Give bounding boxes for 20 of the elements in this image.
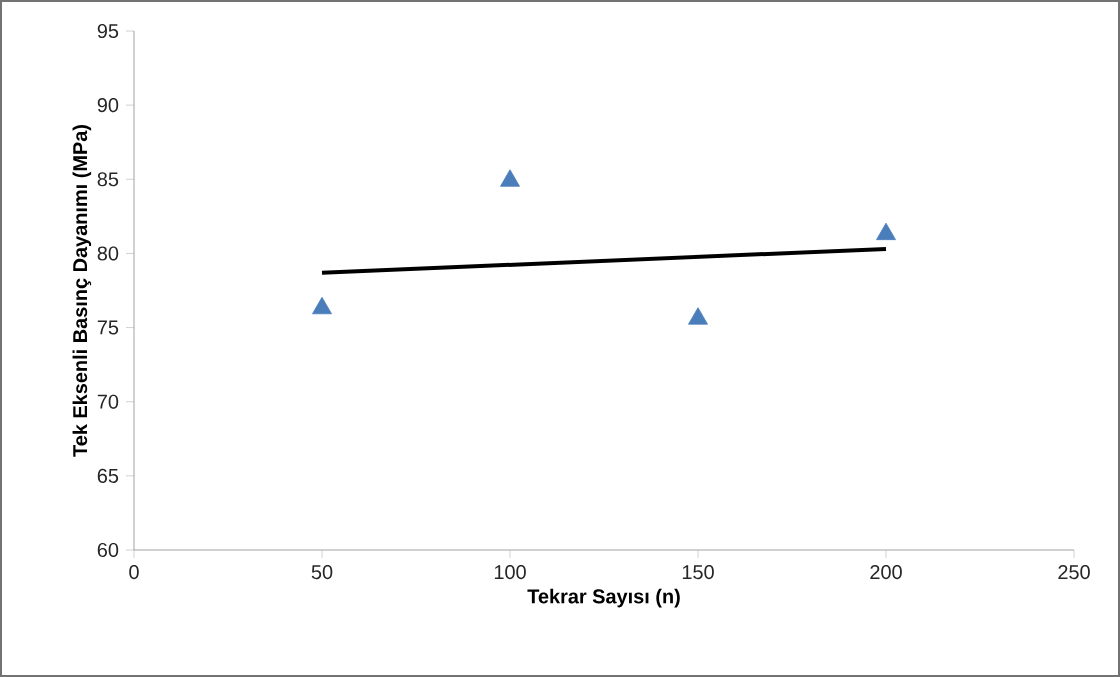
y-tick-label: 85 (97, 172, 119, 187)
y-tick-label: 60 (97, 542, 119, 558)
x-tick-label: 0 (129, 565, 139, 580)
x-tick-label: 100 (494, 565, 526, 580)
x-tick-label: 50 (311, 565, 333, 580)
y-tick-label: 80 (97, 246, 119, 261)
y-tick-label: 90 (97, 98, 119, 113)
point (500, 169, 520, 187)
point (876, 222, 896, 241)
point (688, 307, 708, 325)
y-tick-label: 95 (97, 23, 119, 39)
y-tick-label: 65 (97, 468, 119, 483)
x-tick-label: 250 (1058, 565, 1090, 580)
x-tick-label: 200 (870, 565, 902, 580)
y-tick-label: 70 (97, 394, 119, 409)
x-axis-title: Tekrar Sayısı (n) (527, 588, 680, 608)
x-tick-label: 150 (682, 565, 714, 580)
y-tick-label: 75 (97, 320, 119, 335)
point (312, 296, 332, 315)
y-axis-title: Tek Eksenli Basınç Dayanımı (MPa) (72, 125, 92, 457)
